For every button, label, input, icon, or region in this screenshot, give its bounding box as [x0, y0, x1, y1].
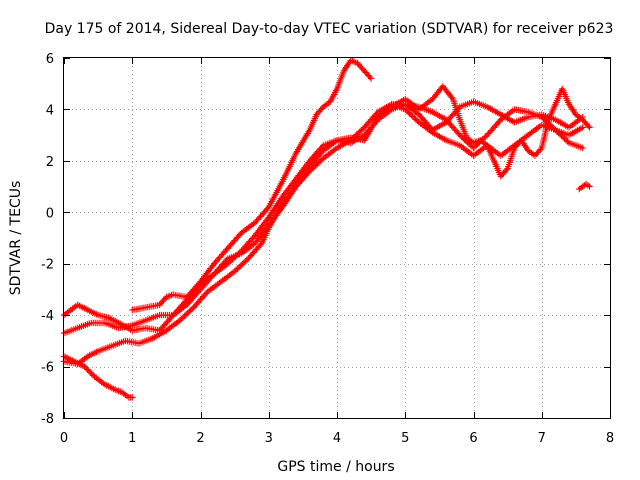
plot-frame	[63, 57, 611, 419]
series-line	[63, 103, 583, 334]
series-track-5	[129, 57, 375, 314]
series-markers	[576, 180, 593, 193]
series-markers	[60, 101, 586, 337]
y-tick-label: -2	[41, 258, 54, 273]
data-series	[60, 57, 593, 401]
x-axis-title: GPS time / hours	[277, 459, 394, 475]
series-markers	[129, 57, 375, 314]
y-tick-label: 0	[46, 206, 54, 221]
y-tick-label: 4	[46, 103, 54, 118]
x-tick-label: 1	[128, 431, 136, 446]
x-tick-label: 7	[538, 431, 546, 446]
y-tick-label: -8	[41, 412, 54, 427]
series-line	[63, 100, 584, 332]
x-tick-label: 4	[333, 431, 341, 446]
x-tick-label: 5	[401, 431, 409, 446]
x-tick-label: 3	[265, 431, 273, 446]
x-tick-label: 8	[606, 431, 614, 446]
axis-ticks: 0 1 2 3 4 5 6 7 8 -8 -6 -4 -2 0 2 4 6	[41, 52, 614, 446]
series-track-2	[60, 98, 586, 334]
y-tick-label: -4	[41, 309, 54, 324]
y-axis-title: SDTVAR / TECUs	[8, 181, 24, 296]
series-markers	[60, 98, 586, 334]
y-tick-label: 6	[46, 52, 54, 67]
x-tick-label: 6	[469, 431, 477, 446]
x-tick-label: 2	[196, 431, 204, 446]
series-track-6	[388, 83, 593, 180]
chart-title: Day 175 of 2014, Sidereal Day-to-day VTE…	[45, 21, 614, 37]
y-tick-label: -6	[41, 361, 54, 376]
series-track-7	[576, 180, 593, 193]
series-markers	[388, 83, 593, 180]
x-tick-label: 0	[60, 431, 68, 446]
series-track-3	[60, 101, 586, 337]
y-tick-label: 2	[46, 155, 54, 170]
